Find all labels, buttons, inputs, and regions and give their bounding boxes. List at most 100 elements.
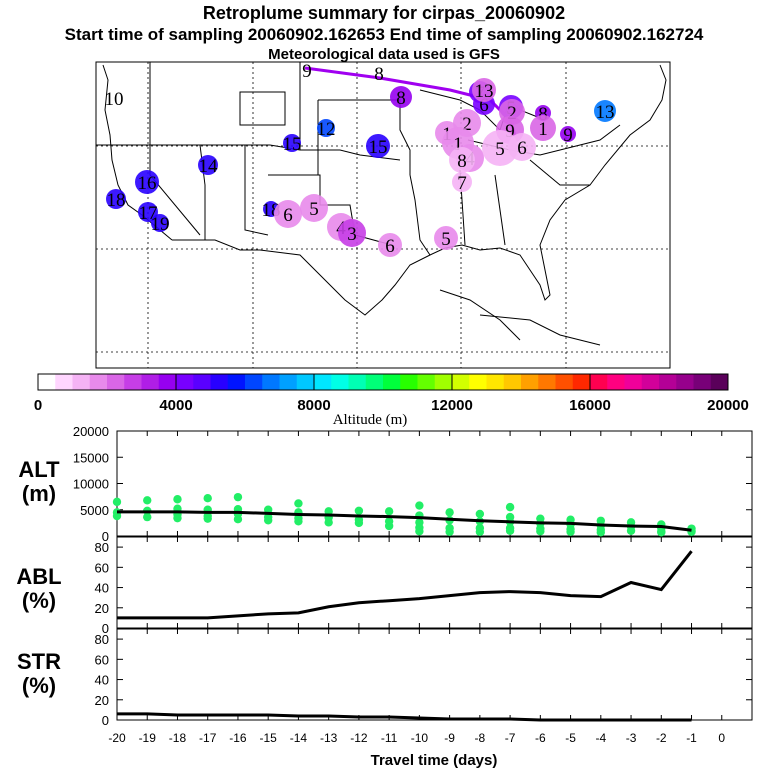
sampling-times: Start time of sampling 20060902.162653 E… [64,25,704,44]
colorbar-swatch [486,374,505,390]
map-plume-label: 5 [309,199,319,220]
alt-scatter-point [596,528,606,537]
x-tick-label: -15 [260,731,278,745]
colorbar-swatch [89,374,108,390]
abl-y-tick-label: 80 [95,540,109,555]
alt-scatter-point [475,527,485,536]
alt-scatter-point [173,495,182,504]
x-tick-label: -11 [381,731,398,745]
colorbar-swatch [469,374,487,390]
x-tick-label: -8 [475,731,486,745]
alt-scatter-point [566,527,575,536]
map-plume-label: 15 [369,137,388,158]
alt-y-tick-label: 20000 [73,424,109,439]
alt-y-tick-label: 15000 [73,450,109,465]
colorbar-swatch [659,374,677,390]
colorbar-swatch [176,374,194,390]
alt-scatter-point [112,497,122,507]
map-plume-label: 1 [453,134,463,155]
map-plume-label: 6 [479,95,489,116]
colorbar-swatch [55,374,73,390]
colorbar-tick-label: 20000 [707,397,749,414]
abl-y-tick-label: 20 [95,601,109,616]
colorbar-swatch [400,374,418,390]
colorbar-swatch [245,374,263,390]
abl-y-tick-label: 40 [95,581,109,596]
colorbar-swatch [107,374,125,390]
alt-scatter-point [384,507,394,516]
x-axis-label: Travel time (days) [371,752,498,768]
map-plume-label: 1 [538,119,548,140]
colorbar-tick-label: 4000 [159,397,192,414]
map-plume-label: 9 [505,121,515,142]
x-tick-label: -14 [290,731,308,745]
colorbar-swatch [555,374,574,390]
map-plume-dot [274,200,302,228]
alt-scatter-point [445,508,454,517]
map-plume-label: 16 [138,173,157,194]
colorbar-tick-label: 16000 [569,397,611,414]
map-plume-label: 13 [475,81,494,102]
colorbar-swatch [158,374,177,390]
str-y-tick-label: 20 [95,693,109,708]
map-plume-label: 8 [457,151,467,172]
colorbar-swatch [452,374,470,390]
map-plume-dot [151,214,169,232]
str-series-line [117,712,692,722]
map-plume-label: 5 [495,139,505,160]
abl-y-tick-label: 0 [102,621,109,636]
x-tick-label: -1 [686,731,697,745]
abl-label-line1: ABL [16,564,62,589]
map-plume-label: 3 [347,224,357,245]
colorbar-swatch [693,374,712,390]
map-plume-label: 12 [317,119,336,140]
x-tick-label: -6 [535,731,546,745]
alt-scatter-point [263,505,273,514]
colorbar-swatch [676,374,694,390]
colorbar-tick-label: 8000 [297,397,330,414]
str-label-line1: STR [17,649,61,674]
colorbar-swatch [434,374,453,390]
alt-scatter-point [415,527,424,536]
alt-y-tick-label: 10000 [73,477,109,492]
colorbar-swatch [417,374,436,390]
colorbar-swatch [227,374,246,390]
colorbar-swatch [124,374,142,390]
abl-series-line [117,550,693,620]
alt-label-line2: (m) [21,481,57,506]
x-tick-label: -2 [656,731,667,745]
map-plume-dot [300,194,328,222]
map-plume-label: 9 [302,61,312,82]
x-tick-label: -16 [229,731,247,745]
map-plume-dot [560,126,576,142]
alt-scatter-point [626,526,636,535]
x-tick-label: 0 [718,731,725,745]
map-plume-dot [594,100,616,122]
map-plume-dot [135,170,159,194]
altitude-colorbar: 0 4000 8000 12000 16000 20000 [34,373,749,414]
map-plume-dot [138,202,158,222]
colorbar-swatch [538,374,556,390]
map-plume-label: 6 [385,236,395,257]
colorbar-swatch [641,374,660,390]
map-plume-dot [508,133,536,161]
alt-scatter-point [173,513,182,523]
map-plume-dot [283,134,301,152]
map-plume-label: 2 [507,103,517,124]
colorbar-swatch [72,374,91,390]
alt-scatter-point [415,501,424,510]
colorbar-swatch [521,374,539,390]
chart-title: Retroplume summary for cirpas_20060902 [202,3,566,23]
alt-scatter-point [505,502,515,512]
alt-scatter-point [263,516,273,525]
alt-y-tick-label: 0 [102,529,109,544]
x-tick-label: -9 [444,731,455,745]
alt-scatter-point [203,494,212,503]
abl-panel: 0 20 40 60 80 [95,536,753,636]
x-tick-label: -12 [350,731,368,745]
abl-label-line2: (%) [21,588,57,613]
colorbar-swatch [383,374,401,390]
map-plume-dot [434,226,458,250]
colorbar-swatch [503,374,522,390]
